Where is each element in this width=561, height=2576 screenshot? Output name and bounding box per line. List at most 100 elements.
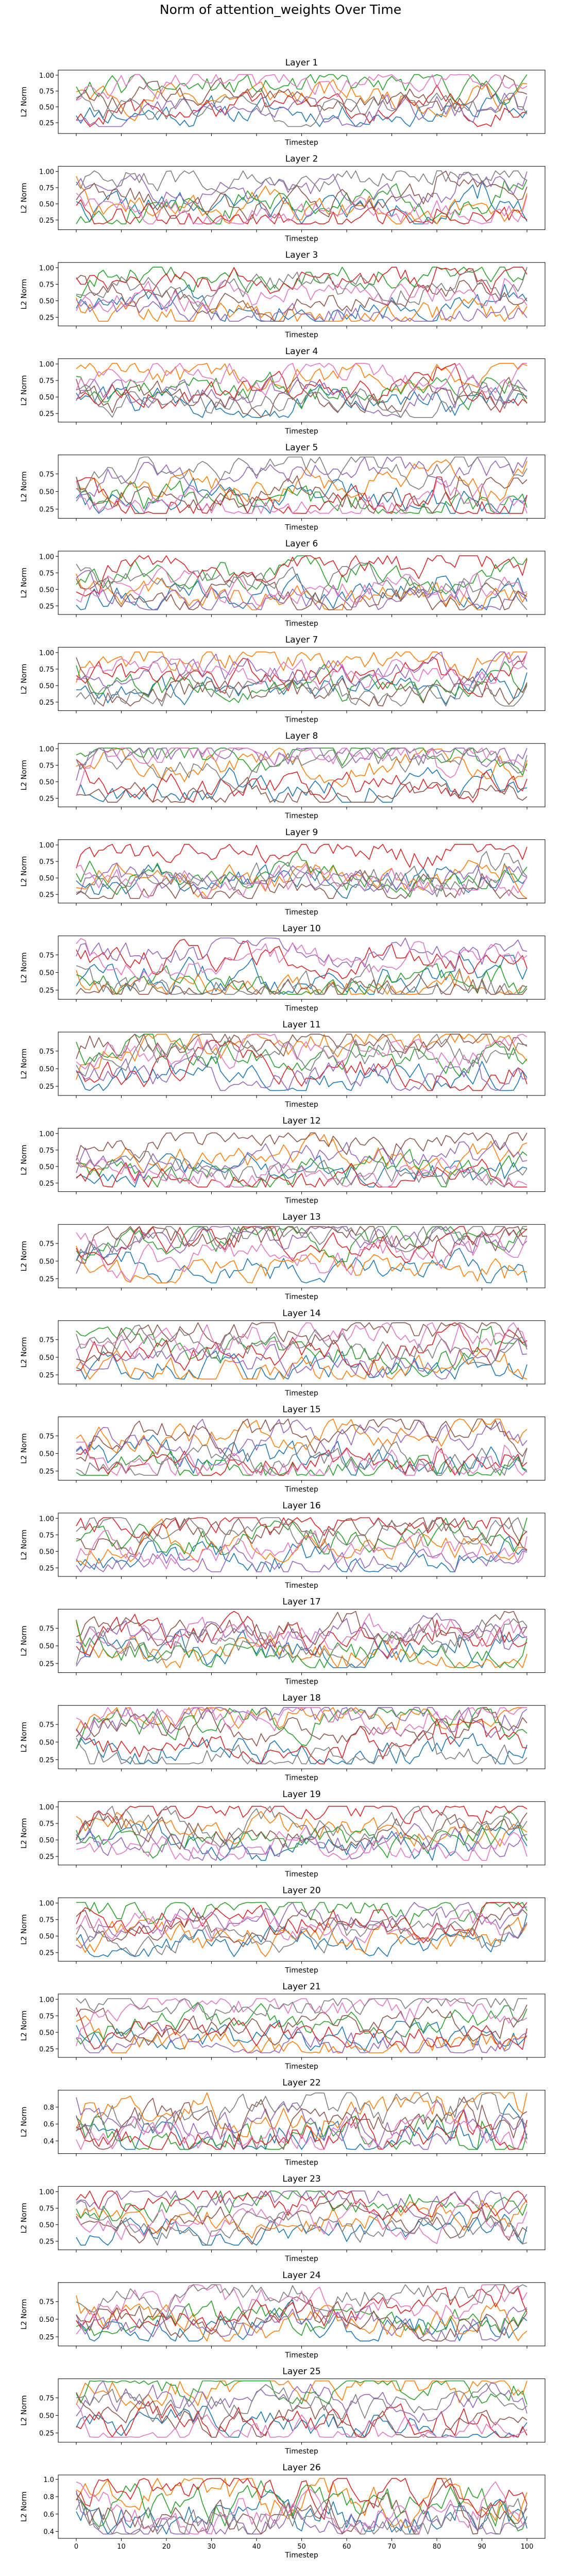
subplot-layer-26: Layer 26 L2 Norm Timestep 0.4 0.6 0.8 1.0 0 10 20… — [20, 2463, 546, 2560]
subplot-title: Layer 22 — [282, 2078, 320, 2088]
y-tick-label: 0.75 — [39, 952, 54, 959]
y-tick-label: 0.25 — [39, 891, 54, 899]
series-line — [76, 566, 528, 607]
series-line — [76, 1435, 528, 1476]
y-tick-label: 0.25 — [39, 2334, 54, 2341]
series-line — [76, 1618, 528, 1668]
y-axis-label: L2 Norm — [20, 87, 28, 117]
plot-frame — [58, 935, 546, 1000]
y-axis-label: L2 Norm — [20, 1914, 28, 1945]
x-axis-label: Timestep — [284, 2551, 318, 2560]
subplot-title: Layer 8 — [285, 731, 318, 741]
series-line — [76, 193, 528, 225]
y-axis-label: L2 Norm — [20, 856, 28, 887]
x-axis-label: Timestep — [284, 331, 318, 339]
series-line — [76, 1707, 528, 1740]
y-tick-label: 0.75 — [39, 1625, 54, 1633]
series-line — [76, 459, 528, 507]
series-line — [76, 1140, 528, 1174]
series-line — [76, 1707, 528, 1749]
series-line — [76, 852, 528, 898]
series-line — [76, 1226, 528, 1266]
series-line — [76, 92, 528, 127]
plot-frame — [58, 2090, 546, 2154]
subplot-title: Layer 7 — [285, 635, 318, 645]
series-line — [76, 747, 528, 796]
y-tick-label: 1.00 — [39, 553, 54, 561]
x-axis-label: Timestep — [284, 1389, 318, 1398]
subplot-title: Layer 20 — [282, 1885, 320, 1896]
plot-frame — [58, 1801, 546, 1866]
series-line — [76, 2109, 528, 2150]
x-axis-label: Timestep — [284, 1485, 318, 1493]
series-line — [76, 296, 528, 322]
y-tick-label: 0.75 — [39, 762, 54, 770]
y-tick-label: 0.25 — [39, 795, 54, 803]
x-axis-label: Timestep — [284, 427, 318, 436]
series-line — [76, 2284, 528, 2335]
subplot-layer-2: Layer 2 L2 Norm Timestep 0.25 0.50 0.75 1.00 — [20, 154, 546, 243]
subplot-layer-11: Layer 11 L2 Norm Timestep 0.25 0.50 0.75 — [20, 1020, 546, 1109]
y-tick-label: 0.75 — [39, 1147, 54, 1155]
y-tick-label: 0.50 — [39, 104, 54, 111]
y-axis-label: L2 Norm — [20, 2299, 28, 2330]
series-line — [76, 1348, 528, 1380]
y-tick-label: 0.75 — [39, 185, 54, 192]
series-line — [76, 2020, 528, 2052]
subplot-layer-3: Layer 3 L2 Norm Timestep 0.25 0.50 0.75 1.00 — [20, 250, 546, 339]
series-line — [76, 362, 528, 393]
series-line — [76, 1806, 528, 1840]
plot-frame — [58, 166, 546, 230]
subplot-layer-12: Layer 12 L2 Norm Timestep 0.25 0.50 0.75 1.00 — [20, 1116, 546, 1205]
subplot-layer-17: Layer 17 L2 Norm Timestep 0.25 0.50 0.75 — [20, 1597, 546, 1686]
x-axis-label: Timestep — [284, 1774, 318, 1782]
subplot-layer-20: Layer 20 L2 Norm Timestep 0.25 0.50 0.75 1.00 — [20, 1885, 546, 1974]
series-line — [76, 1034, 528, 1070]
plot-frame — [58, 358, 546, 423]
series-line — [76, 1909, 528, 1943]
subplot-title: Layer 3 — [285, 250, 318, 260]
y-tick-label: 0.75 — [39, 377, 54, 385]
x-axis-label: Timestep — [284, 1101, 318, 1109]
y-tick-label: 0.75 — [39, 2013, 54, 2020]
y-tick-label: 0.50 — [39, 2316, 54, 2324]
subplot-layer-13: Layer 13 L2 Norm Timestep 0.25 0.50 0.75 — [20, 1212, 546, 1301]
y-tick-label: 1.00 — [39, 1900, 54, 1908]
series-line — [76, 747, 528, 793]
plot-frame — [58, 2282, 546, 2347]
subplot-layer-22: Layer 22 L2 Norm Timestep 0.4 0.6 0.8 — [20, 2078, 546, 2167]
series-line — [76, 1153, 528, 1188]
series-line — [76, 1226, 527, 1261]
y-axis-label: L2 Norm — [20, 1049, 28, 1079]
y-tick-label: 1.00 — [39, 72, 54, 80]
plot-frame — [58, 1416, 546, 1481]
series-line — [76, 767, 528, 803]
y-tick-label: 0.25 — [39, 120, 54, 127]
y-tick-label: 0.50 — [39, 1548, 54, 1556]
subplot-title: Layer 4 — [285, 346, 318, 357]
plot-frame — [58, 1224, 546, 1288]
x-tick-label: 60 — [343, 2543, 351, 2551]
x-tick-label: 20 — [162, 2543, 171, 2551]
x-tick-label: 70 — [387, 2543, 396, 2551]
series-line — [76, 572, 528, 610]
y-tick-label: 0.6 — [43, 2121, 54, 2129]
y-tick-label: 1.00 — [39, 169, 54, 176]
subplot-title: Layer 11 — [282, 1020, 320, 1030]
subplot-title: Layer 23 — [282, 2174, 320, 2184]
series-line — [76, 85, 528, 127]
y-tick-label: 1.00 — [39, 650, 54, 657]
series-line — [76, 1034, 528, 1077]
series-line — [76, 1517, 528, 1552]
series-line — [76, 1902, 528, 1949]
subplot-layer-16: Layer 16 L2 Norm Timestep 0.25 0.50 0.75 1.00 — [20, 1501, 546, 1590]
series-line — [76, 951, 528, 995]
series-line — [76, 747, 528, 781]
x-axis-label: Timestep — [284, 812, 318, 820]
series-line — [76, 1322, 528, 1363]
y-axis-label: L2 Norm — [20, 1625, 28, 1656]
x-axis-label: Timestep — [284, 1004, 318, 1012]
series-line — [76, 476, 528, 514]
subplot-layer-10: Layer 10 L2 Norm Timestep 0.25 0.50 0.75 — [20, 923, 546, 1012]
series-line — [76, 1324, 528, 1365]
